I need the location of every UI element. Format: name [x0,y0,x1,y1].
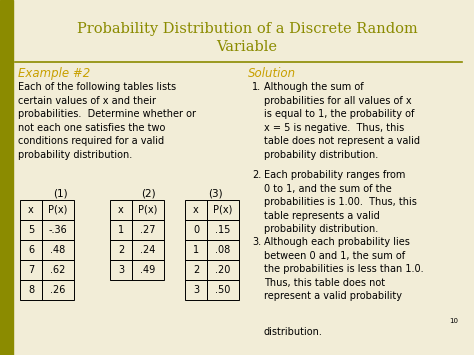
Bar [110,200,132,220]
Text: x: x [118,205,124,215]
Bar [42,200,74,220]
Text: x: x [28,205,34,215]
Text: .50: .50 [215,285,231,295]
Bar [207,240,239,260]
Text: .49: .49 [140,265,155,275]
Bar [132,240,164,260]
Text: .62: .62 [50,265,66,275]
Bar [207,280,239,300]
Bar [42,260,74,280]
Text: P(x): P(x) [213,205,233,215]
Text: 2: 2 [118,245,124,255]
Bar [42,220,74,240]
Text: 1.: 1. [252,82,261,92]
Text: .20: .20 [215,265,231,275]
Text: Variable: Variable [217,40,277,54]
Text: 8: 8 [28,285,34,295]
Text: P(x): P(x) [138,205,158,215]
Bar [132,220,164,240]
Bar [110,240,132,260]
Bar [207,260,239,280]
Bar [185,220,207,240]
Bar [20,200,42,220]
Bar [185,280,207,300]
Text: .27: .27 [140,225,156,235]
Bar [207,200,239,220]
Bar [132,260,164,280]
Bar [20,240,42,260]
Bar [20,220,42,240]
Text: 3.: 3. [252,237,261,247]
Text: 7: 7 [28,265,34,275]
Bar [185,200,207,220]
Bar [132,200,164,220]
Text: .08: .08 [215,245,231,255]
Text: distribution.: distribution. [264,327,323,337]
Text: (2): (2) [141,188,155,198]
Text: .15: .15 [215,225,231,235]
Bar [20,280,42,300]
Text: 1: 1 [118,225,124,235]
Text: 1: 1 [193,245,199,255]
Text: Solution: Solution [248,67,296,80]
Text: Probability Distribution of a Discrete Random: Probability Distribution of a Discrete R… [77,22,418,36]
Text: 5: 5 [28,225,34,235]
Text: .48: .48 [50,245,65,255]
Text: -.36: -.36 [49,225,67,235]
Text: P(x): P(x) [48,205,68,215]
Bar [185,240,207,260]
Text: 10: 10 [449,318,458,324]
Text: .26: .26 [50,285,66,295]
Bar [207,220,239,240]
Text: 2.: 2. [252,170,261,180]
Text: Each probability ranges from
0 to 1, and the sum of the
probabilities is 1.00.  : Each probability ranges from 0 to 1, and… [264,170,417,234]
Text: Each of the following tables lists
certain values of x and their
probabilities. : Each of the following tables lists certa… [18,82,196,160]
Text: 0: 0 [193,225,199,235]
Text: Example #2: Example #2 [18,67,90,80]
Text: Although each probability lies
between 0 and 1, the sum of
the probabilities is : Although each probability lies between 0… [264,237,424,301]
Bar [110,260,132,280]
Text: 3: 3 [193,285,199,295]
Bar [0,0,13,355]
Bar [185,260,207,280]
Text: Although the sum of
probabilities for all values of x
is equal to 1, the probabi: Although the sum of probabilities for al… [264,82,420,160]
Bar [42,280,74,300]
Bar [20,260,42,280]
Text: 6: 6 [28,245,34,255]
Text: 2: 2 [193,265,199,275]
Bar [110,220,132,240]
Text: x: x [193,205,199,215]
Bar [42,240,74,260]
Text: (3): (3) [208,188,222,198]
Text: .24: .24 [140,245,155,255]
Text: 3: 3 [118,265,124,275]
Text: (1): (1) [53,188,67,198]
